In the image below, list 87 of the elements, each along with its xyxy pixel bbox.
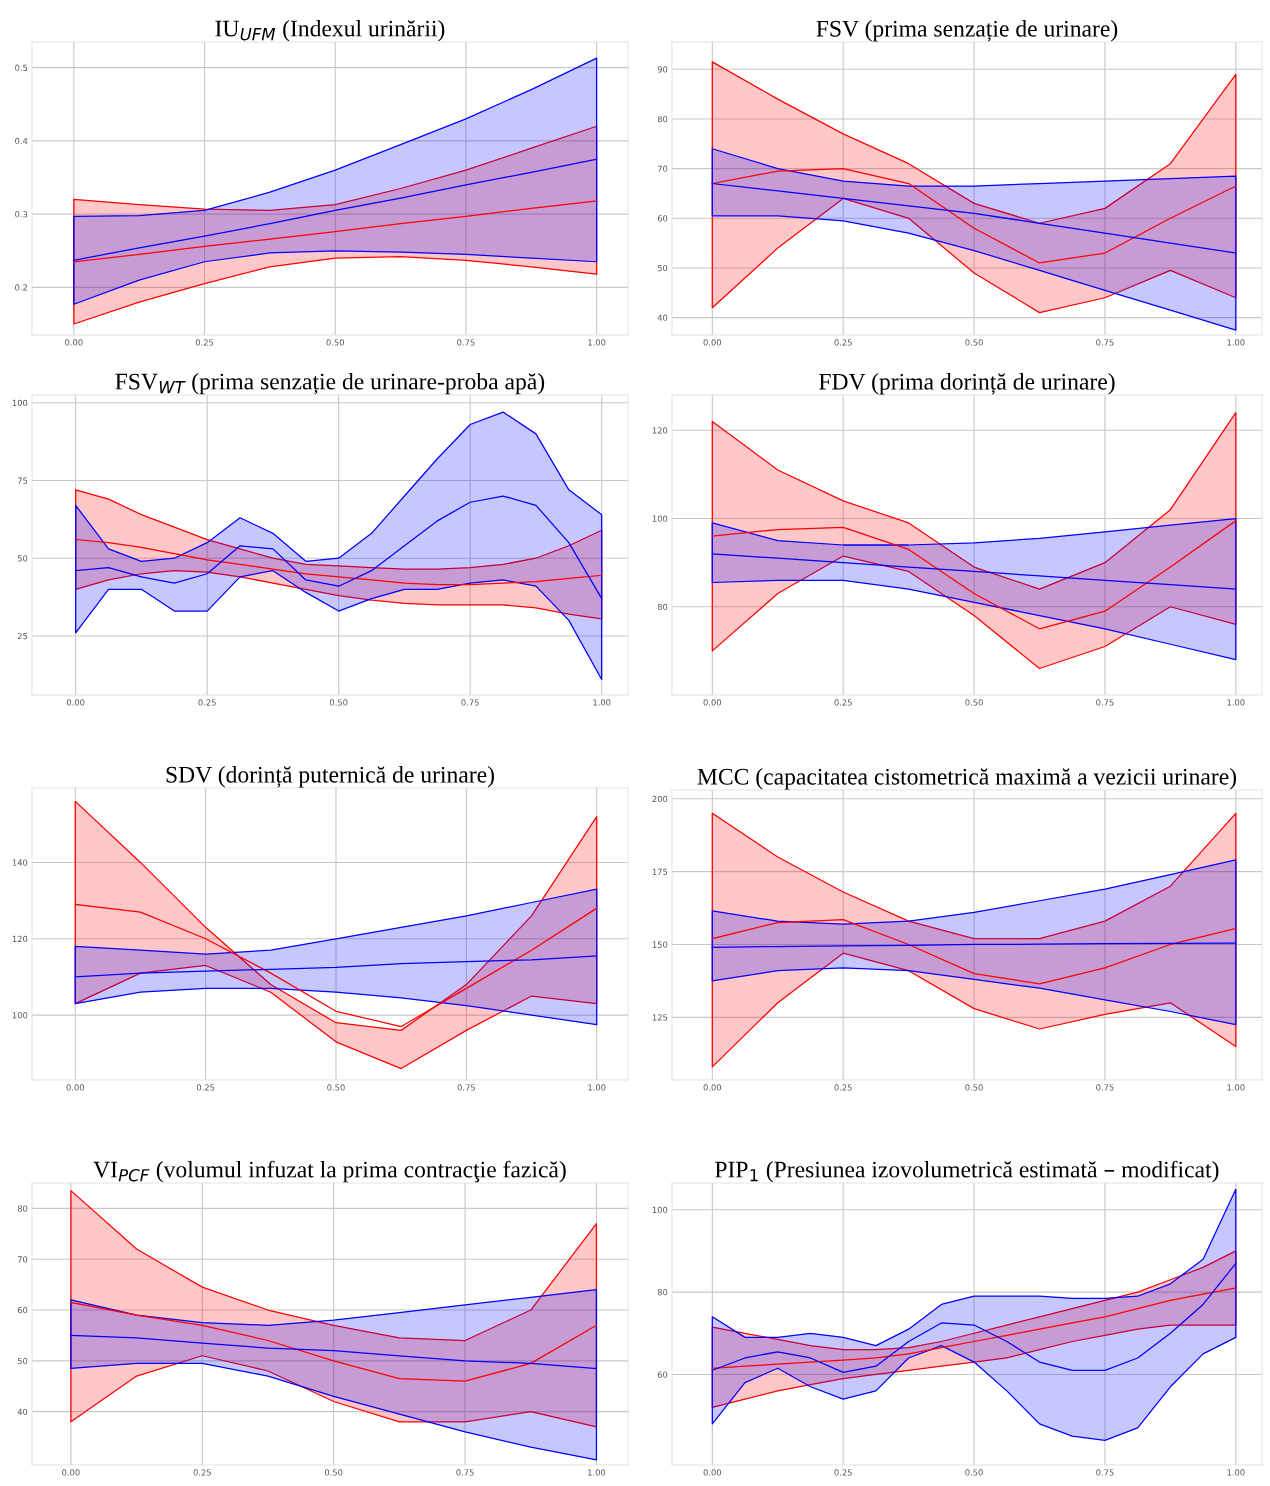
x-tick-label: 0.25 — [834, 1084, 852, 1091]
x-tick-label: 0.00 — [703, 339, 722, 346]
y-tick-label: 200 — [652, 795, 668, 803]
x-tick-label: 0.00 — [65, 339, 83, 346]
line-series — [711, 1287, 1237, 1369]
chart-title: IU$_{UFM}$ (Indexul urinării) — [215, 19, 445, 42]
x-tick-label: 0.00 — [66, 699, 85, 706]
y-tick-label: 80 — [657, 115, 668, 123]
chart-title: SDV (dorință puternică de urinare) — [166, 766, 494, 788]
y-tick-label: 0.4 — [15, 137, 28, 145]
y-tick-label: 0.3 — [15, 211, 28, 218]
y-tick-label: 175 — [652, 868, 668, 875]
x-tick-label: 0.50 — [324, 1469, 343, 1476]
x-tick-label: 0.75 — [461, 699, 479, 706]
x-tick-label: 0.50 — [329, 699, 348, 706]
x-tick-label: 0.00 — [703, 1469, 722, 1476]
y-tick-label: 80 — [17, 1205, 28, 1212]
x-tick-label: 1.00 — [1227, 699, 1245, 706]
x-tick-label: 0.25 — [834, 1469, 852, 1476]
chart-title: FSV$_{WT}$ (prima senzație de urinare-proba apă) — [115, 372, 545, 395]
y-tick-label: 75 — [17, 477, 28, 484]
y-tick-label: 50 — [17, 1357, 28, 1365]
x-tick-label: 1.00 — [1227, 339, 1245, 346]
x-tick-label: 0.25 — [834, 699, 852, 706]
x-tick-label: 0.00 — [703, 699, 722, 706]
x-tick-label: 0.75 — [456, 1469, 474, 1476]
x-tick-label: 0.25 — [193, 1469, 211, 1476]
y-tick-label: 125 — [652, 1014, 668, 1021]
y-tick-label: 100 — [12, 399, 28, 407]
x-tick-label: 0.75 — [1096, 1084, 1114, 1091]
chart-title: MCC (capacitatea cistometrică maximă a vezicii urinare) — [697, 768, 1237, 790]
x-tick-label: 0.00 — [703, 1084, 722, 1091]
y-tick-label: 0.2 — [15, 284, 27, 291]
x-tick-label: 1.00 — [588, 1084, 606, 1091]
y-tick-label: 150 — [652, 941, 668, 948]
y-tick-label: 60 — [657, 1371, 668, 1378]
y-tick-label: 70 — [17, 1256, 28, 1263]
x-tick-label: 0.50 — [965, 1084, 983, 1091]
x-tick-label: 0.75 — [1096, 699, 1114, 706]
y-tick-label: 140 — [12, 859, 28, 866]
x-tick-label: 0.75 — [1096, 1469, 1114, 1476]
x-tick-label: 0.00 — [62, 1469, 80, 1476]
x-tick-label: 0.25 — [195, 339, 214, 346]
y-tick-label: 0.5 — [15, 64, 28, 71]
y-tick-label: 90 — [657, 66, 668, 73]
x-tick-label: 0.25 — [834, 339, 852, 346]
line-series — [711, 919, 1237, 985]
x-tick-label: 0.25 — [196, 1084, 215, 1091]
x-tick-label: 0.75 — [457, 1084, 475, 1091]
x-tick-label: 0.75 — [1096, 339, 1114, 346]
y-tick-label: 100 — [12, 1012, 28, 1019]
chart-title: FSV (prima senzație de urinare) — [816, 20, 1118, 42]
line-series — [711, 520, 1237, 630]
y-tick-label: 60 — [17, 1307, 28, 1314]
x-tick-label: 1.00 — [593, 699, 611, 706]
y-tick-label: 70 — [657, 165, 668, 172]
x-tick-label: 0.50 — [327, 1084, 345, 1091]
line-series — [75, 538, 603, 586]
chart-title: FDV (prima dorință de urinare) — [819, 373, 1115, 395]
x-tick-label: 1.00 — [588, 1469, 606, 1476]
line-series — [70, 1301, 598, 1382]
line-series — [73, 200, 598, 263]
y-tick-label: 50 — [657, 264, 668, 272]
y-tick-label: 60 — [657, 215, 668, 222]
x-tick-label: 0.25 — [198, 699, 216, 706]
y-tick-label: 50 — [17, 555, 28, 562]
x-tick-label: 1.00 — [1227, 1469, 1245, 1476]
y-tick-label: 100 — [652, 515, 668, 522]
x-tick-label: 0.50 — [965, 699, 983, 706]
x-tick-label: 0.50 — [326, 339, 344, 346]
y-tick-label: 40 — [17, 1408, 28, 1415]
x-tick-label: 0.50 — [965, 339, 983, 346]
y-tick-label: 120 — [652, 427, 668, 434]
x-tick-label: 1.00 — [1227, 1084, 1245, 1091]
x-tick-label: 0.75 — [457, 339, 475, 346]
x-tick-label: 0.00 — [66, 1084, 84, 1091]
y-tick-label: 100 — [652, 1206, 668, 1214]
chart-title: PIP$_{1}$ (Presiunea izovolumetrică estimată – modificat) — [715, 1160, 1219, 1183]
line-series — [711, 168, 1237, 264]
y-tick-label: 40 — [657, 314, 668, 321]
x-tick-label: 1.00 — [588, 339, 606, 346]
y-tick-label: 80 — [657, 1289, 668, 1296]
y-tick-label: 120 — [12, 935, 28, 943]
y-tick-label: 80 — [657, 603, 668, 611]
x-tick-label: 0.50 — [965, 1469, 983, 1476]
y-tick-label: 25 — [17, 632, 28, 640]
chart-title: VI$_{PCF}$ (volumul infuzat la prima contracţie fazică) — [93, 1160, 566, 1183]
